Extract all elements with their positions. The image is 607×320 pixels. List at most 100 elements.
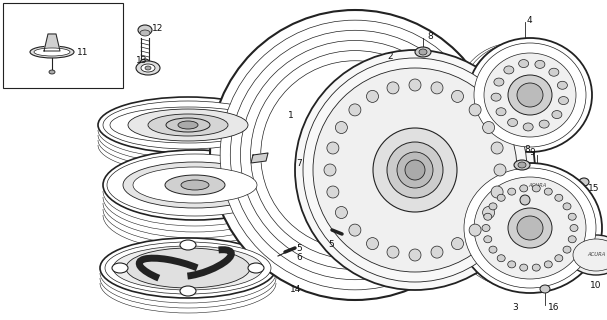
Ellipse shape bbox=[532, 264, 540, 271]
Ellipse shape bbox=[103, 150, 287, 220]
Ellipse shape bbox=[489, 246, 497, 253]
Ellipse shape bbox=[113, 246, 263, 290]
Ellipse shape bbox=[523, 123, 533, 131]
Ellipse shape bbox=[573, 239, 607, 271]
Ellipse shape bbox=[552, 111, 562, 119]
Ellipse shape bbox=[327, 186, 339, 198]
Ellipse shape bbox=[180, 240, 196, 250]
Ellipse shape bbox=[349, 224, 361, 236]
Ellipse shape bbox=[136, 61, 160, 75]
Ellipse shape bbox=[496, 108, 506, 116]
Ellipse shape bbox=[240, 40, 470, 269]
Ellipse shape bbox=[518, 60, 529, 68]
Ellipse shape bbox=[568, 235, 607, 275]
Text: 8: 8 bbox=[427, 31, 433, 41]
Ellipse shape bbox=[387, 82, 399, 94]
Ellipse shape bbox=[452, 238, 464, 250]
Ellipse shape bbox=[220, 20, 490, 290]
Ellipse shape bbox=[452, 90, 464, 102]
Text: 5: 5 bbox=[328, 239, 334, 249]
Ellipse shape bbox=[140, 59, 150, 67]
Ellipse shape bbox=[579, 178, 589, 186]
Ellipse shape bbox=[431, 82, 443, 94]
Ellipse shape bbox=[507, 188, 516, 195]
Ellipse shape bbox=[532, 185, 540, 192]
Ellipse shape bbox=[419, 49, 427, 55]
Text: 13: 13 bbox=[136, 55, 148, 65]
Text: 1: 1 bbox=[288, 110, 294, 119]
Ellipse shape bbox=[336, 122, 347, 133]
Ellipse shape bbox=[248, 263, 264, 273]
Text: 16: 16 bbox=[527, 218, 538, 227]
Ellipse shape bbox=[107, 154, 283, 216]
Ellipse shape bbox=[181, 180, 209, 190]
Ellipse shape bbox=[313, 68, 517, 272]
Ellipse shape bbox=[349, 104, 361, 116]
Ellipse shape bbox=[483, 206, 495, 219]
Ellipse shape bbox=[327, 142, 339, 154]
Ellipse shape bbox=[230, 30, 480, 280]
Ellipse shape bbox=[261, 61, 449, 249]
Text: 11: 11 bbox=[77, 47, 89, 57]
Ellipse shape bbox=[491, 93, 501, 101]
Ellipse shape bbox=[409, 79, 421, 91]
Ellipse shape bbox=[517, 216, 543, 240]
Text: 3: 3 bbox=[512, 302, 518, 311]
Text: 8: 8 bbox=[524, 145, 530, 154]
Text: 9: 9 bbox=[529, 148, 535, 156]
Text: ACURA: ACURA bbox=[587, 252, 605, 258]
Ellipse shape bbox=[544, 188, 552, 195]
Ellipse shape bbox=[491, 142, 503, 154]
Text: 6: 6 bbox=[296, 252, 302, 261]
Ellipse shape bbox=[544, 261, 552, 268]
Ellipse shape bbox=[491, 186, 503, 198]
Ellipse shape bbox=[141, 64, 155, 72]
Ellipse shape bbox=[484, 213, 492, 220]
Ellipse shape bbox=[484, 236, 492, 243]
Ellipse shape bbox=[507, 261, 516, 268]
Text: 10: 10 bbox=[590, 281, 602, 290]
Ellipse shape bbox=[555, 194, 563, 201]
Ellipse shape bbox=[504, 66, 514, 74]
Ellipse shape bbox=[105, 242, 271, 294]
Ellipse shape bbox=[549, 68, 559, 76]
Polygon shape bbox=[251, 153, 268, 163]
Ellipse shape bbox=[474, 177, 586, 279]
Text: 2: 2 bbox=[387, 52, 393, 60]
Ellipse shape bbox=[468, 38, 592, 152]
Ellipse shape bbox=[558, 97, 569, 105]
Text: ACURA: ACURA bbox=[528, 182, 546, 188]
Ellipse shape bbox=[100, 238, 276, 298]
Ellipse shape bbox=[178, 121, 198, 129]
Ellipse shape bbox=[489, 203, 497, 210]
Ellipse shape bbox=[484, 53, 576, 137]
Ellipse shape bbox=[507, 118, 518, 126]
Ellipse shape bbox=[409, 249, 421, 261]
Ellipse shape bbox=[483, 122, 495, 133]
Ellipse shape bbox=[509, 165, 565, 205]
Ellipse shape bbox=[49, 70, 55, 74]
Ellipse shape bbox=[482, 225, 490, 231]
Ellipse shape bbox=[563, 203, 571, 210]
Ellipse shape bbox=[568, 213, 576, 220]
Ellipse shape bbox=[469, 224, 481, 236]
Bar bbox=[3, 3, 123, 88]
Ellipse shape bbox=[148, 114, 228, 136]
Ellipse shape bbox=[295, 50, 535, 290]
Text: 15: 15 bbox=[588, 183, 600, 193]
Ellipse shape bbox=[535, 60, 545, 68]
Ellipse shape bbox=[494, 164, 506, 176]
Ellipse shape bbox=[397, 152, 433, 188]
Ellipse shape bbox=[140, 30, 150, 36]
Ellipse shape bbox=[138, 25, 152, 35]
Ellipse shape bbox=[508, 75, 552, 115]
Ellipse shape bbox=[469, 104, 481, 116]
Ellipse shape bbox=[133, 167, 257, 203]
Ellipse shape bbox=[514, 169, 560, 201]
Ellipse shape bbox=[458, 163, 602, 293]
Ellipse shape bbox=[123, 162, 267, 208]
Ellipse shape bbox=[210, 10, 500, 300]
Ellipse shape bbox=[520, 264, 527, 271]
Ellipse shape bbox=[474, 43, 586, 147]
Ellipse shape bbox=[497, 255, 505, 262]
